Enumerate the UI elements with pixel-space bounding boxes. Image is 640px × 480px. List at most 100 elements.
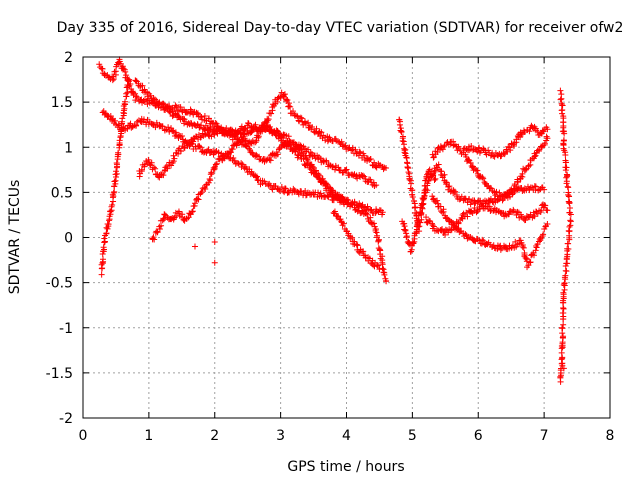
grid [83,57,610,418]
data-point [160,172,167,179]
data-point [133,93,140,100]
data-point [474,148,481,155]
data-point [563,180,570,187]
y-tick-label: -0.5 [46,276,73,292]
data-point [111,178,118,185]
data-point [292,148,299,155]
data-point [447,227,454,234]
data-point [152,165,159,172]
data-point [340,198,347,205]
data-point [356,148,363,155]
data-point [412,204,419,211]
data-point [532,152,539,159]
data-point [96,61,103,68]
data-point [454,147,461,154]
data-point [285,140,292,147]
data-point [379,209,386,216]
data-point [563,174,570,181]
data-point [266,156,273,163]
y-axis-label: SDTVAR / TECUs [7,180,23,295]
data-point [561,130,568,137]
data-point [171,155,178,162]
data-point [172,102,179,109]
data-point [560,305,567,311]
data-point [116,142,123,149]
data-point [178,148,185,155]
data-point [406,176,413,183]
data-point [252,139,259,146]
data-point [527,259,534,266]
data-point [298,146,305,153]
data-point [119,115,126,122]
data-point [300,155,307,162]
data-point [560,316,567,323]
data-point [296,118,303,125]
data-point [301,161,308,168]
data-point [230,155,237,162]
x-tick-label: 3 [276,428,285,444]
data-point [179,132,186,139]
data-point [335,164,342,171]
data-point [467,201,474,208]
data-point [149,235,156,242]
data-point [159,103,166,110]
data-point [148,159,155,166]
data-point [205,115,212,122]
data-point [127,81,134,88]
data-point [467,159,474,166]
data-point [109,77,116,84]
data-point [246,145,253,152]
data-point [464,213,471,220]
y-tick-label: -1.5 [46,366,73,382]
data-point [564,240,571,247]
data-point [205,132,212,139]
data-point [425,177,432,184]
data-point [455,225,462,232]
data-point [245,120,252,127]
data-point [317,190,324,197]
data-point [190,138,197,145]
data-point [101,235,108,242]
data-point [216,128,223,135]
data-point [211,239,218,246]
data-point [289,139,296,146]
data-point [201,126,208,133]
data-point [563,159,570,166]
data-point [338,138,345,145]
data-point [480,175,487,182]
data-point [326,184,333,191]
data-point [309,123,316,130]
data-point [187,106,194,113]
data-point [181,116,188,123]
data-point [111,188,118,195]
data-point [504,148,511,155]
data-point [208,170,215,177]
data-point [402,226,409,233]
data-point [138,166,145,173]
data-point [559,324,566,331]
data-point [355,152,362,159]
data-point [345,145,352,152]
data-point [290,108,297,115]
data-point [565,193,572,200]
data-point [177,104,184,111]
data-point [212,161,219,168]
data-point [513,139,520,146]
data-point [165,124,172,131]
data-point [360,172,367,179]
data-point [398,129,405,136]
data-point [262,126,269,133]
data-point [367,156,374,163]
data-point [405,238,412,245]
data-point [154,229,161,236]
data-point [307,166,314,173]
data-point [440,208,447,215]
data-point [419,201,426,208]
data-point [282,185,289,192]
data-point [514,179,521,186]
data-point [562,167,569,174]
data-point [541,140,548,147]
data-point [505,143,512,150]
data-point [270,128,277,135]
data-point [519,242,526,249]
